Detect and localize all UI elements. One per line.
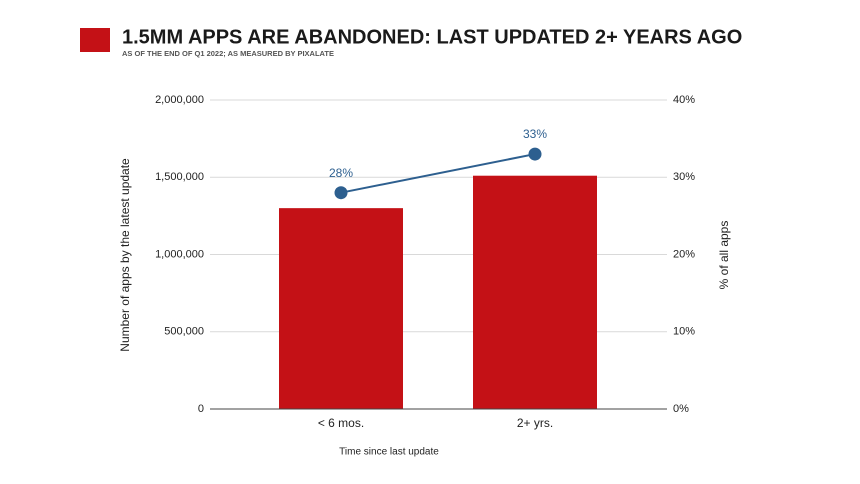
y2-tick-label: 20% (673, 248, 695, 260)
line-point (334, 186, 348, 200)
x-axis-title: Time since last update (339, 447, 439, 458)
y-tick-label: 500,000 (164, 326, 204, 338)
x-tick-label: 2+ yrs. (517, 416, 553, 430)
y-tick-label: 2,000,000 (155, 94, 204, 106)
y2-axis-title: % of all apps (717, 221, 731, 290)
y-tick-label: 1,000,000 (155, 248, 204, 260)
title-marker (80, 28, 110, 52)
chart-title: 1.5MM APPS ARE ABANDONED: LAST UPDATED 2… (122, 26, 742, 48)
line-point (528, 147, 542, 161)
line (340, 153, 536, 194)
y-axis-title: Number of apps by the latest update (118, 158, 132, 352)
data-label: 33% (523, 127, 547, 141)
bar (473, 175, 597, 409)
y-tick-label: 0 (198, 403, 204, 415)
data-label: 28% (329, 166, 353, 180)
y2-tick-label: 30% (673, 171, 695, 183)
y2-tick-label: 40% (673, 94, 695, 106)
chart-subtitle: AS OF THE END OF Q1 2022; AS MEASURED BY… (122, 49, 334, 58)
bar (279, 208, 403, 409)
y2-tick-label: 0% (673, 403, 689, 415)
y2-tick-label: 10% (673, 326, 695, 338)
y-tick-label: 1,500,000 (155, 171, 204, 183)
x-tick-label: < 6 mos. (318, 416, 364, 430)
